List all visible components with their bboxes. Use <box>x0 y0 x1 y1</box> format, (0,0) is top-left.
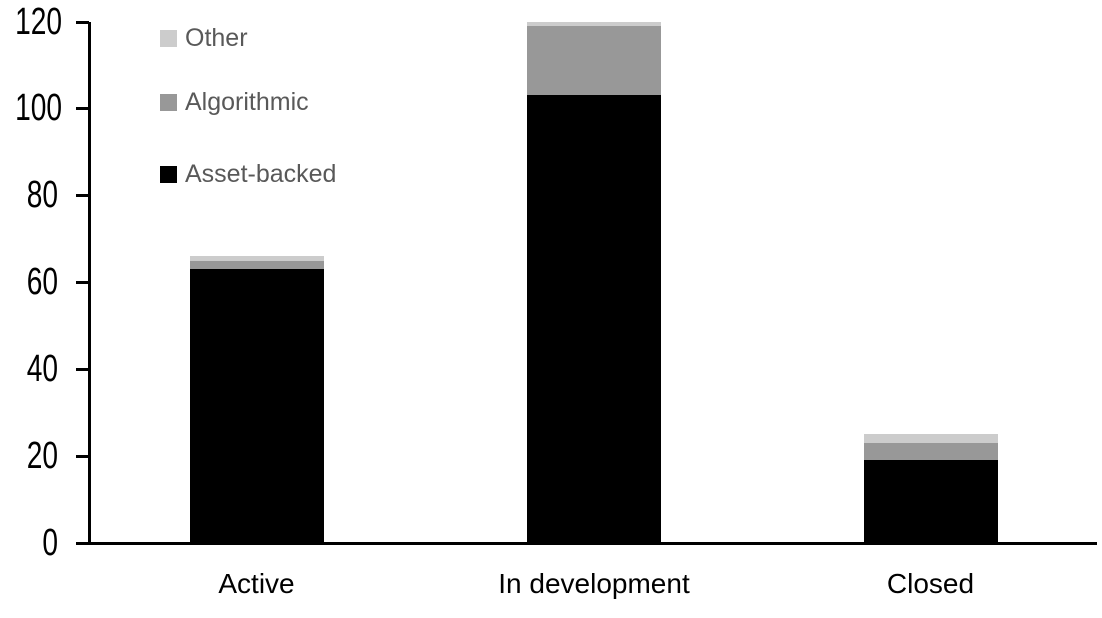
legend-item-algorithmic: Algorithmic <box>160 90 309 115</box>
y-tick-label: 40 <box>26 348 58 391</box>
y-tick-mark <box>76 194 89 198</box>
bar-segment-algorithmic <box>527 25 661 96</box>
legend-label: Asset-backed <box>185 160 337 188</box>
legend-label: Algorithmic <box>185 88 309 116</box>
bar-segment-algorithmic <box>863 443 998 461</box>
y-tick-mark <box>76 455 89 459</box>
y-tick-mark <box>76 368 89 372</box>
y-tick-label: 0 <box>42 522 58 564</box>
x-axis-category-label: In development <box>498 568 690 599</box>
legend-item-other: Other <box>160 26 248 51</box>
bar-segment-other <box>527 21 661 26</box>
y-tick-label: 60 <box>26 261 58 304</box>
bar-segment-other <box>189 256 324 261</box>
y-tick-label: 20 <box>26 435 58 478</box>
bar-segment-other <box>863 434 998 444</box>
y-axis-line <box>88 21 91 545</box>
y-tick-label: 80 <box>26 174 58 217</box>
bar-segment-asset-backed <box>863 460 998 543</box>
legend-swatch-icon <box>160 30 177 47</box>
y-tick-mark <box>76 107 89 111</box>
y-tick-label: 120 <box>15 0 63 43</box>
y-tick-mark <box>76 281 89 285</box>
bar-segment-asset-backed <box>527 95 661 543</box>
legend-label: Other <box>185 24 248 52</box>
bar-segment-algorithmic <box>189 260 324 270</box>
x-axis-category-label: Active <box>218 568 295 599</box>
y-tick-mark <box>76 20 89 24</box>
legend-item-asset-backed: Asset-backed <box>160 162 336 187</box>
x-axis-category-label: Closed <box>886 568 975 599</box>
y-tick-label: 100 <box>15 87 63 130</box>
legend-swatch-icon <box>160 166 177 183</box>
legend-swatch-icon <box>160 94 177 111</box>
x-axis-line <box>76 542 1097 545</box>
bar-segment-asset-backed <box>189 269 324 543</box>
